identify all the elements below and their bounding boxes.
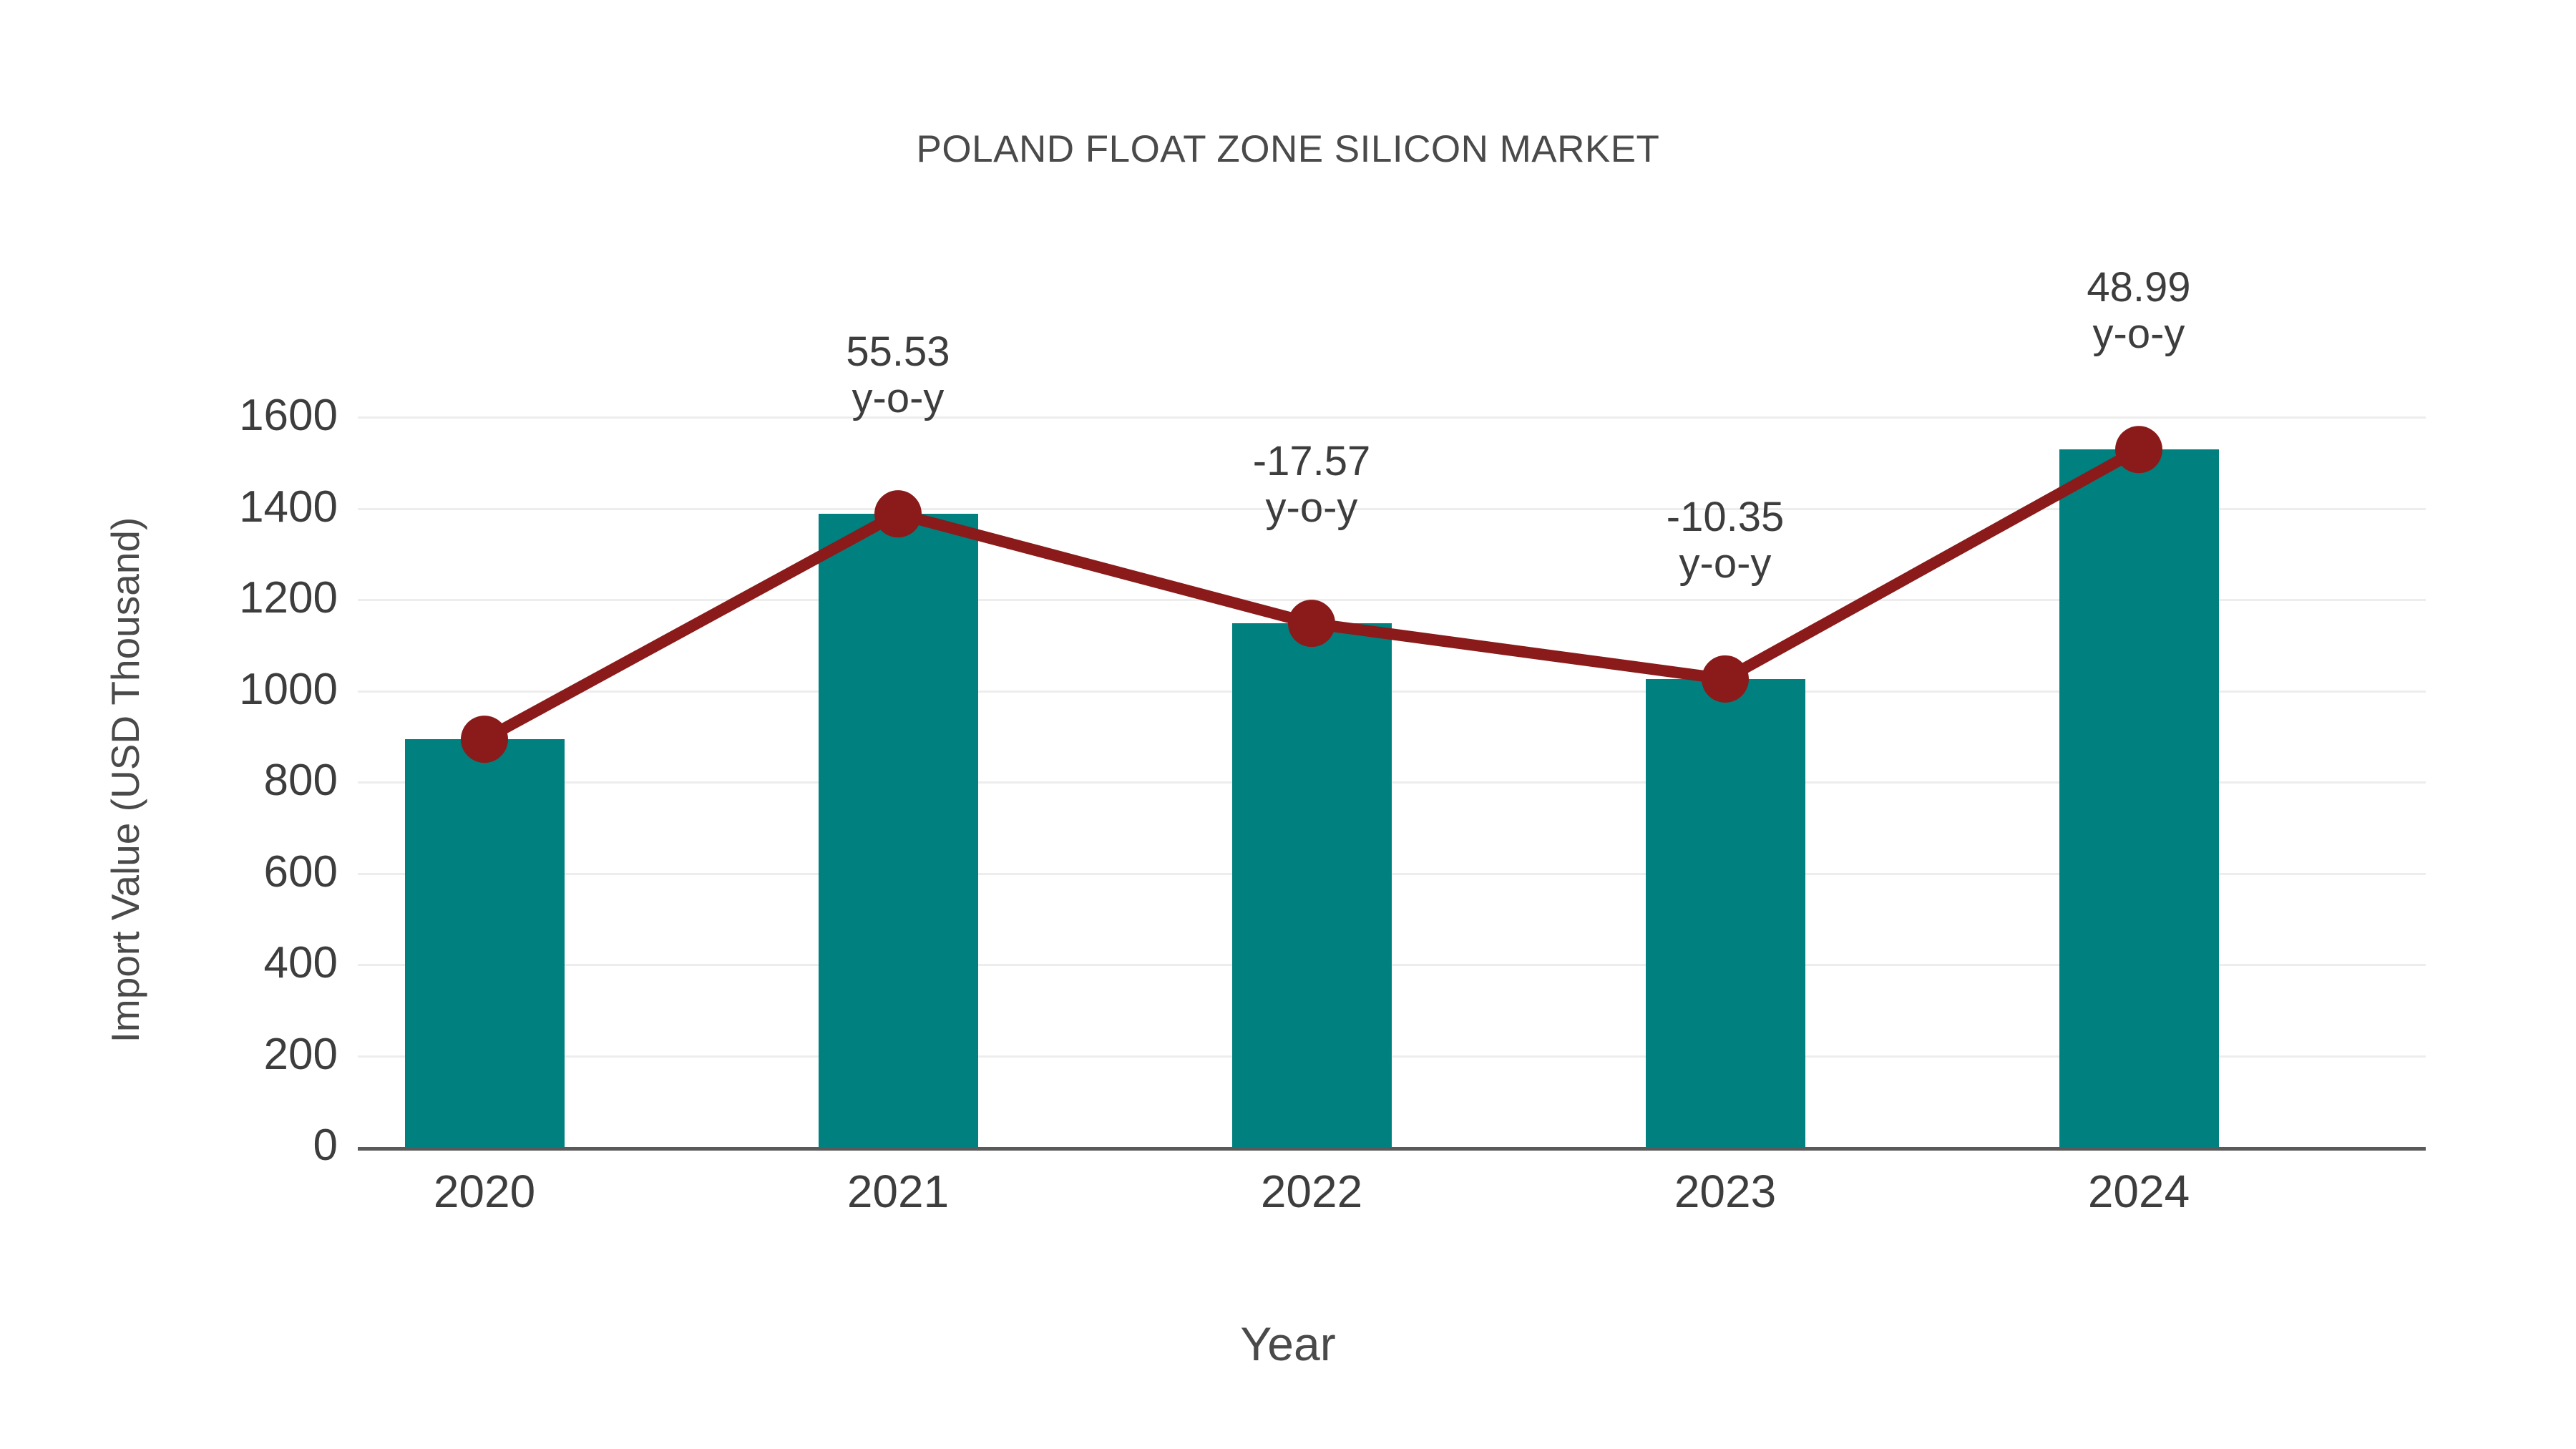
x-axis-tick-label: 2023 (1674, 1166, 1777, 1217)
bar (1645, 678, 1805, 1147)
bar (818, 514, 978, 1147)
x-axis-tick-label: 2021 (847, 1166, 950, 1217)
yoy-suffix: y-o-y (1679, 540, 1772, 587)
y-axis-tick-label: 1000 (239, 664, 338, 714)
yoy-suffix: y-o-y (1265, 484, 1358, 532)
chart-title: POLAND FLOAT ZONE SILICON MARKET (916, 128, 1660, 170)
plot-area: 2020 2021 2022 2023 2024 1600 1400 1200 1000 800… (239, 264, 2426, 1217)
bar (404, 739, 565, 1147)
yoy-value: -10.35 (1666, 493, 1785, 540)
yoy-annotation: -17.57 y-o-y (1169, 438, 1455, 532)
yoy-annotation: 55.53 y-o-y (755, 328, 1041, 422)
y-axis-tick-label: 1600 (239, 391, 338, 440)
gridline (358, 781, 2426, 784)
gridline (358, 964, 2426, 966)
y-axis-tick-label: 600 (263, 847, 338, 897)
x-axis-line (358, 1147, 2426, 1151)
gridline (358, 416, 2426, 419)
bar (1231, 623, 1392, 1147)
gridline (358, 872, 2426, 875)
bar (2059, 449, 2219, 1147)
x-axis-tick-label: 2020 (433, 1166, 536, 1217)
y-axis-tick-label: 0 (313, 1121, 338, 1170)
x-axis-tick-label: 2024 (2087, 1166, 2190, 1217)
yoy-value: 55.53 (846, 328, 950, 376)
y-axis-tick-label: 800 (263, 756, 338, 805)
yoy-suffix: y-o-y (852, 375, 945, 422)
x-axis-title: Year (1240, 1317, 1336, 1370)
y-axis-tick-label: 400 (263, 938, 338, 987)
y-axis-tick-label: 1400 (239, 482, 338, 532)
gridline (358, 1055, 2426, 1058)
yoy-annotation: -10.35 y-o-y (1582, 494, 1868, 587)
yoy-value: -17.57 (1252, 438, 1371, 485)
yoy-annotation: 48.99 y-o-y (1996, 264, 2282, 358)
x-axis-tick-label: 2022 (1260, 1166, 1363, 1217)
yoy-suffix: y-o-y (2092, 311, 2185, 358)
y-axis-title: Import Value (USD Thousand) (103, 517, 147, 1043)
yoy-value: 48.99 (2087, 264, 2191, 311)
y-axis-tick-label: 1200 (239, 573, 338, 623)
y-axis-tick-label: 200 (263, 1029, 338, 1079)
